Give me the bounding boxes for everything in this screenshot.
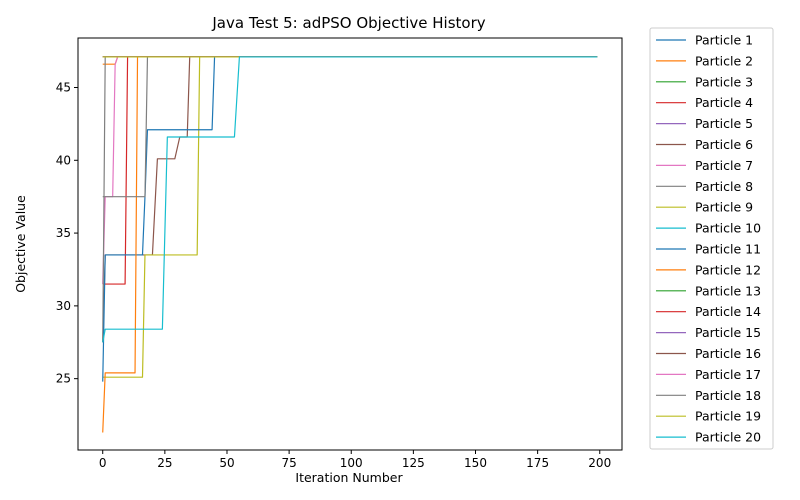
plot-frame [77,37,623,451]
x-tick-label: 0 [99,456,107,470]
legend-label: Particle 18 [695,388,761,403]
x-tick-label: 175 [526,456,549,470]
series-line-particle-12 [102,56,598,433]
series-line-particle-6 [102,56,598,343]
legend-label: Particle 5 [695,116,753,131]
legend-label: Particle 17 [695,367,761,382]
legend-label: Particle 15 [695,325,761,340]
legend-label: Particle 10 [695,221,761,236]
x-axis-label: Iteration Number [295,470,403,485]
y-tick-label: 35 [56,226,71,240]
legend-label: Particle 13 [695,283,761,298]
x-tick-label: 25 [157,456,172,470]
legend-label: Particle 2 [695,53,753,68]
x-tick-label: 150 [464,456,487,470]
y-axis-label: Objective Value [13,195,28,293]
x-tick-label: 50 [219,456,234,470]
x-tick-label: 75 [281,456,296,470]
series-line-particle-11 [102,56,598,382]
y-axis-ticks: 25 30 35 40 45 [56,80,78,386]
legend-label: Particle 11 [695,242,761,257]
legend-label: Particle 4 [695,95,753,110]
series-line-particle-18 [102,56,598,198]
chart-title: Java Test 5: adPSO Objective History [211,14,485,32]
legend-label: Particle 7 [695,158,753,173]
legend-label: Particle 16 [695,346,761,361]
x-tick-label: 100 [340,456,363,470]
series-line-particle-9 [102,56,598,378]
legend-label: Particle 14 [695,304,761,319]
y-tick-label: 40 [56,153,71,167]
y-tick-label: 45 [56,80,71,94]
series-line-particle-7 [102,56,598,285]
x-axis-ticks: 0 25 50 75 100 125 150 175 200 [99,450,611,470]
y-tick-label: 25 [56,372,71,386]
legend: Particle 1 Particle 2 Particle 3 Particle 4… [649,27,774,450]
legend-label: Particle 6 [695,137,753,152]
legend-label: Particle 8 [695,179,753,194]
series-line-particle-4 [102,56,598,285]
x-tick-label: 200 [588,456,611,470]
legend-label: Particle 1 [695,33,753,48]
legend-frame [649,27,774,450]
x-tick-label: 125 [402,456,425,470]
legend-label: Particle 12 [695,262,761,277]
y-tick-label: 30 [56,299,71,313]
legend-label: Particle 3 [695,74,753,89]
series-line-particle-2 [102,56,598,65]
plot-lines [102,56,598,433]
legend-label: Particle 20 [695,430,761,445]
legend-label: Particle 19 [695,409,761,424]
series-line-particle-20 [102,56,598,343]
legend-label: Particle 9 [695,200,753,215]
series-line-particle-8 [102,56,598,343]
